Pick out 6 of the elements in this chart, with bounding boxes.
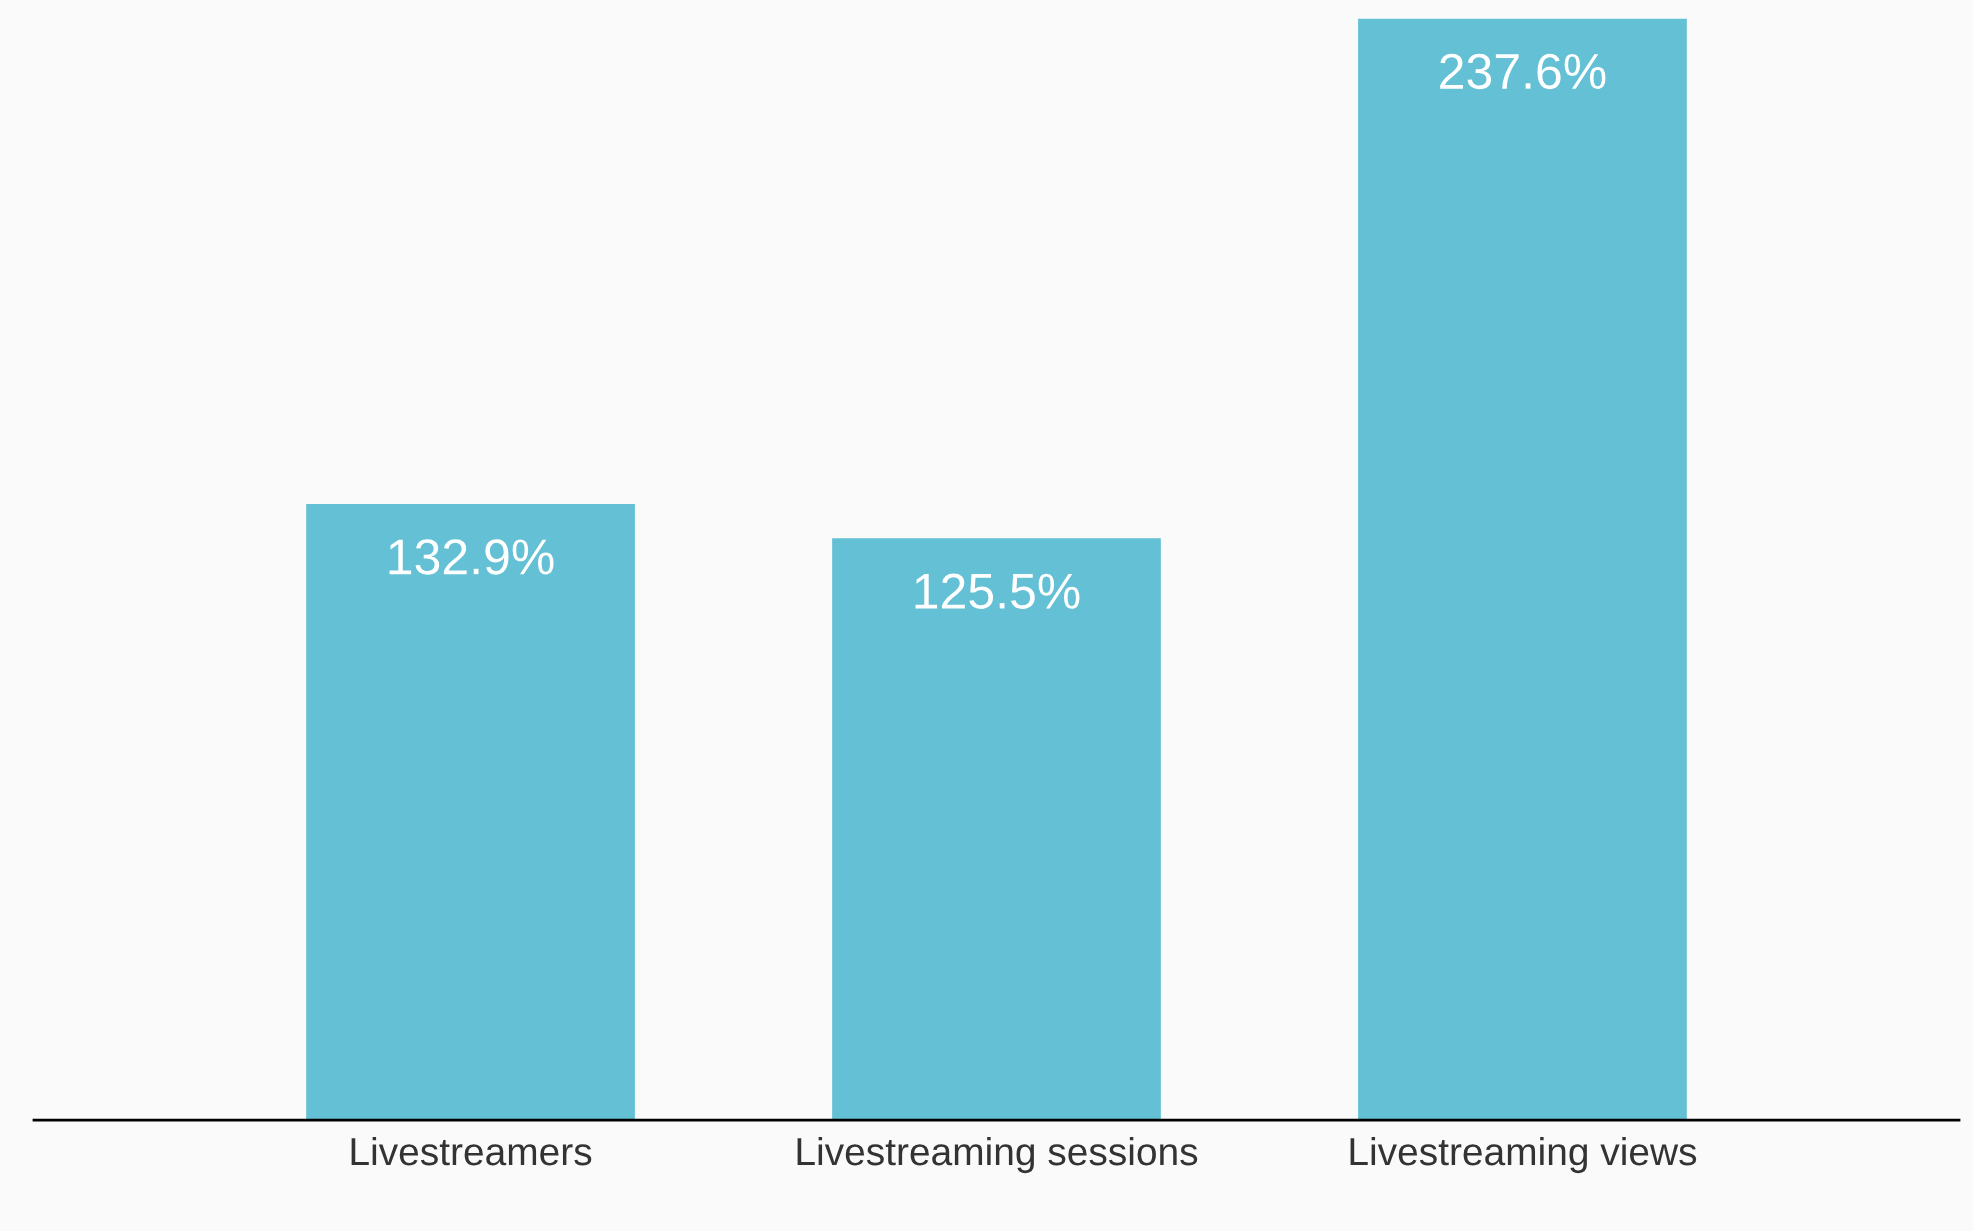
x-tick-label: Livestreamers: [351, 1136, 592, 1166]
x-tick-label: Livestreaming sessions: [797, 1136, 1198, 1174]
data-label: 237.6%: [1440, 53, 1606, 90]
data-label: 125.5%: [915, 573, 1080, 609]
data-label: 132.9%: [389, 539, 554, 575]
x-tick-label: Livestreaming views: [1350, 1136, 1697, 1174]
